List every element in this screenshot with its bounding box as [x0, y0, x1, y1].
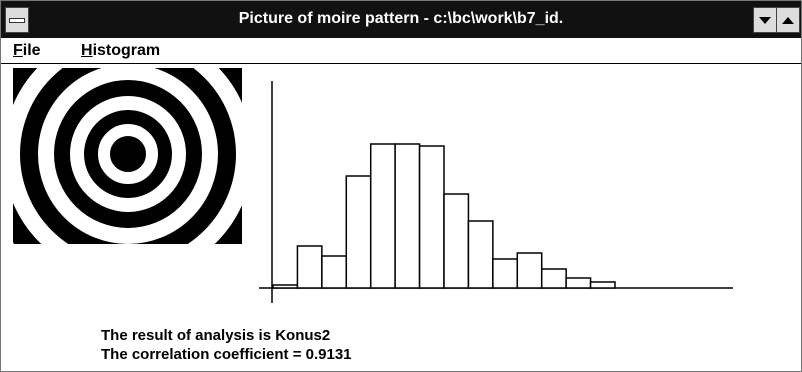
- menu-bar: File Histogram: [1, 38, 801, 64]
- bar: [346, 176, 370, 288]
- bar: [395, 144, 419, 288]
- bar: [444, 194, 468, 288]
- result-line: The result of analysis is Konus2: [101, 326, 352, 345]
- moire-image: [1, 63, 263, 289]
- bar: [322, 256, 346, 288]
- bar: [468, 221, 492, 288]
- bar: [542, 269, 566, 288]
- result-text: The result of analysis is Konus2 The cor…: [101, 326, 352, 364]
- bar: [273, 285, 297, 288]
- client-area: [1, 63, 801, 371]
- bar: [420, 146, 444, 288]
- bar: [297, 246, 321, 288]
- title-bar: Picture of moire pattern - c:\bc\work\b7…: [1, 1, 801, 38]
- window: Picture of moire pattern - c:\bc\work\b7…: [0, 0, 802, 372]
- menu-item[interactable]: File: [13, 42, 41, 60]
- menu-item[interactable]: Histogram: [81, 42, 160, 60]
- result-line: The correlation coefficient = 0.9131: [101, 345, 352, 364]
- bar: [566, 278, 590, 288]
- bar: [591, 282, 615, 288]
- minimize-button[interactable]: [753, 7, 777, 33]
- maximize-button[interactable]: [776, 7, 800, 33]
- bar: [517, 253, 541, 288]
- window-title: Picture of moire pattern - c:\bc\work\b7…: [1, 10, 801, 28]
- bar: [493, 259, 517, 288]
- bar: [371, 144, 395, 288]
